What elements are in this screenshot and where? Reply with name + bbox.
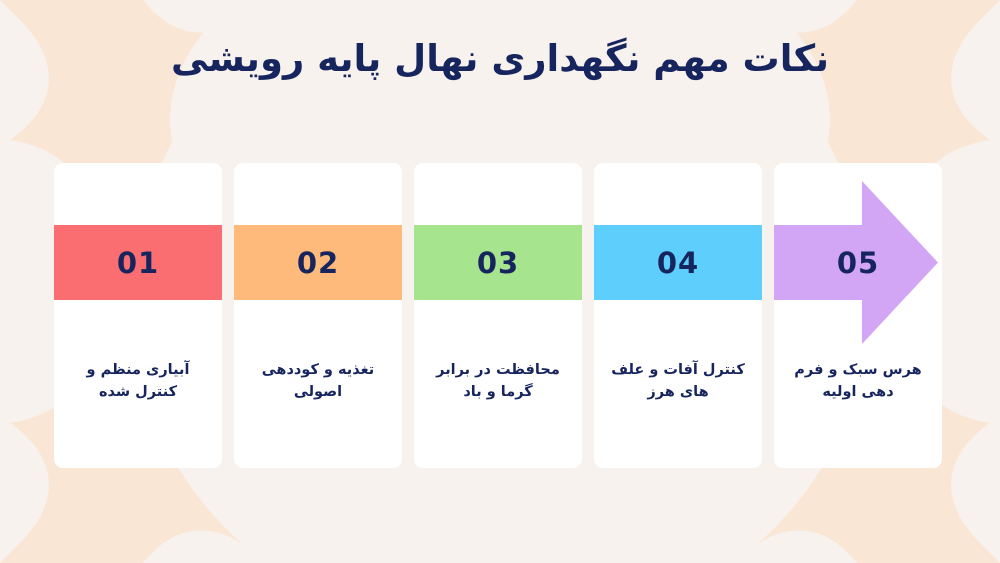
step-card-4[interactable]: 04 کنترل آفات و علف های هرز [594,163,762,468]
step-number-band-2: 02 [234,225,402,300]
steps-row: 01 آبیاری منظم و کنترل شده 02 تغذیه و کو… [54,163,954,468]
step-number-5: 05 [836,245,880,280]
step-label-5: هرس سبک و فرم دهی اولیه [794,362,922,401]
step-card-2[interactable]: 02 تغذیه و کوددهی اصولی [234,163,402,468]
step-card-1[interactable]: 01 آبیاری منظم و کنترل شده [54,163,222,468]
step-label-1: آبیاری منظم و کنترل شده [86,362,190,401]
step-label-2: تغذیه و کوددهی اصولی [261,362,375,401]
step-number-3: 03 [476,245,520,280]
step-number-band-5: 05 [774,225,942,300]
step-label-4: کنترل آفات و علف های هرز [611,362,745,401]
page-title: نکات مهم نگهداری نهال پایه رویشی [170,37,830,80]
step-label-3: محافظت در برابر گرما و باد [436,362,560,401]
step-number-band-3: 03 [414,225,582,300]
step-card-3[interactable]: 03 محافظت در برابر گرما و باد [414,163,582,468]
step-number-4: 04 [656,245,700,280]
arrow-right-icon [774,181,938,344]
step-card-5[interactable]: 05 هرس سبک و فرم دهی اولیه [774,163,942,468]
step-number-2: 02 [296,245,340,280]
step-number-1: 01 [116,245,160,280]
step-number-band-1: 01 [54,225,222,300]
step-number-band-4: 04 [594,225,762,300]
